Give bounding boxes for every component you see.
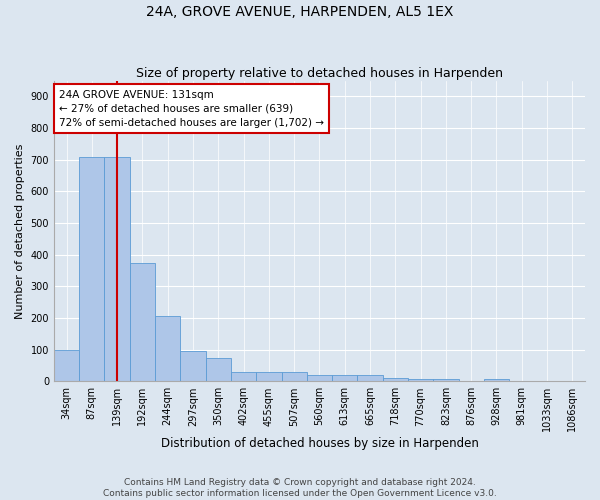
Y-axis label: Number of detached properties: Number of detached properties [15, 144, 25, 318]
Bar [104, 156, 130, 382]
Bar [54, 350, 79, 382]
Bar [383, 378, 408, 382]
Bar [181, 352, 206, 382]
Bar [130, 262, 155, 382]
Bar [231, 372, 256, 382]
Bar [433, 379, 458, 382]
Bar [206, 358, 231, 382]
Bar [256, 372, 281, 382]
Bar [332, 375, 358, 382]
Text: 24A, GROVE AVENUE, HARPENDEN, AL5 1EX: 24A, GROVE AVENUE, HARPENDEN, AL5 1EX [146, 5, 454, 19]
Bar [408, 379, 433, 382]
Bar [358, 375, 383, 382]
Text: 24A GROVE AVENUE: 131sqm
← 27% of detached houses are smaller (639)
72% of semi-: 24A GROVE AVENUE: 131sqm ← 27% of detach… [59, 90, 324, 128]
Bar [307, 375, 332, 382]
X-axis label: Distribution of detached houses by size in Harpenden: Distribution of detached houses by size … [161, 437, 478, 450]
Title: Size of property relative to detached houses in Harpenden: Size of property relative to detached ho… [136, 66, 503, 80]
Bar [79, 156, 104, 382]
Text: Contains HM Land Registry data © Crown copyright and database right 2024.
Contai: Contains HM Land Registry data © Crown c… [103, 478, 497, 498]
Bar [155, 316, 181, 382]
Bar [484, 379, 509, 382]
Bar [281, 372, 307, 382]
